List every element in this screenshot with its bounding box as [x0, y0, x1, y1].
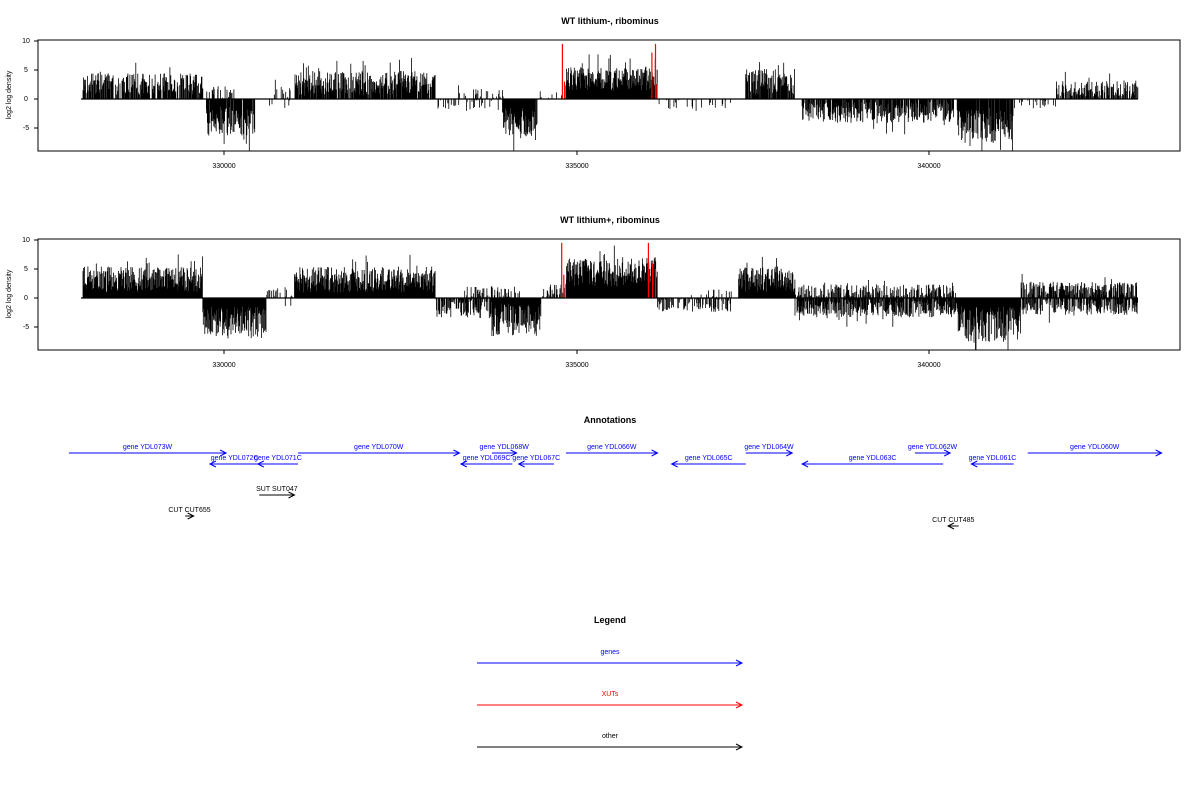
- arrowhead-icon: [453, 449, 461, 457]
- gene-label: gene YDL073W: [123, 444, 173, 451]
- gene-label: gene YDL067C: [512, 455, 560, 462]
- panel-title: WT lithium-, ribominus: [561, 16, 659, 26]
- other-feature: CUT CUT485: [932, 517, 975, 530]
- density-bar-series: [82, 54, 1139, 152]
- x-tick-label: 340000: [917, 362, 940, 369]
- gene-feature: gene YDL073W: [68, 444, 228, 457]
- gene-feature: gene YDL069C: [459, 455, 513, 468]
- arrowhead-icon: [735, 701, 744, 709]
- y-tick-label: 5: [24, 266, 28, 273]
- x-tick-label: 335000: [565, 163, 588, 170]
- plot-frame: [37, 39, 1181, 152]
- density-bars: [82, 242, 1138, 351]
- arrowhead-icon: [1155, 449, 1163, 457]
- y-tick-label: -5: [23, 125, 29, 132]
- gene-feature: gene YDL060W: [1027, 444, 1163, 457]
- other-label: CUT CUT485: [932, 517, 974, 524]
- arrowhead-icon: [256, 460, 265, 468]
- gene-feature: gene YDL062W: [908, 444, 958, 457]
- arrowhead-icon: [510, 449, 518, 457]
- arrowhead-icon: [670, 460, 678, 468]
- legend-item: genes: [477, 649, 744, 667]
- gene-feature: gene YDL064W: [744, 444, 794, 457]
- gene-label: gene YDL072C: [211, 455, 259, 462]
- gene-label: gene YDL060W: [1070, 444, 1120, 451]
- gene-feature: gene YDL068W: [480, 444, 530, 457]
- gene-feature: gene YDL063C: [800, 455, 944, 468]
- gene-label: gene YDL062W: [908, 444, 958, 451]
- y-axis-label: log2 log density: [6, 269, 13, 318]
- x-tick-label: 330000: [212, 163, 235, 170]
- legend-label: genes: [600, 649, 620, 656]
- legend: Legend genes XUTs other: [477, 615, 744, 751]
- y-tick-label: 0: [24, 295, 28, 302]
- y-tick-label: -5: [23, 324, 29, 331]
- arrowhead-icon: [517, 460, 525, 468]
- arrowhead-icon: [187, 512, 195, 520]
- legend-title: Legend: [594, 615, 626, 625]
- other-label: CUT CUT655: [168, 507, 210, 514]
- x-tick-label: 340000: [917, 163, 940, 170]
- track-panel-lithium-plus: WT lithium+, ribominus log2 log density …: [6, 215, 1181, 369]
- arrowhead-icon: [735, 659, 744, 667]
- x-tick-label: 330000: [212, 362, 235, 369]
- x-tick-label: 335000: [565, 362, 588, 369]
- density-bars: [82, 43, 1139, 152]
- gene-label: gene YDL063C: [849, 455, 897, 462]
- y-tick-label: 5: [24, 67, 28, 74]
- gene-label: gene YDL071C: [254, 455, 302, 462]
- arrowhead-icon: [735, 743, 744, 751]
- gene-feature: gene YDL070W: [298, 444, 461, 457]
- legend-items: genes XUTs other: [477, 649, 744, 751]
- annotations-title: Annotations: [584, 415, 637, 425]
- legend-label: other: [602, 733, 619, 740]
- y-axis: 10 5 0 -5: [22, 237, 38, 331]
- arrowhead-icon: [786, 449, 794, 457]
- gene-feature: gene YDL072C: [208, 455, 260, 468]
- gene-feature: gene YDL065C: [670, 455, 746, 468]
- gene-feature: gene YDL061C: [969, 455, 1017, 468]
- legend-label: XUTs: [602, 691, 619, 698]
- panel-title: WT lithium+, ribominus: [560, 215, 660, 225]
- arrowhead-icon: [651, 449, 659, 457]
- gene-label: gene YDL064W: [744, 444, 794, 451]
- legend-item: XUTs: [477, 691, 744, 709]
- plot-frame: [37, 238, 1181, 351]
- arrowhead-icon: [459, 460, 468, 468]
- gene-feature: gene YDL067C: [512, 455, 560, 468]
- y-tick-label: 0: [24, 96, 28, 103]
- arrowhead-icon: [970, 460, 978, 468]
- track-panel-lithium-minus: WT lithium-, ribominus log2 log density …: [6, 16, 1181, 170]
- gene-label: gene YDL069C: [463, 455, 511, 462]
- arrowhead-icon: [943, 449, 952, 457]
- gene-label: gene YDL068W: [480, 444, 530, 451]
- gene-label: gene YDL066W: [587, 444, 637, 451]
- y-tick-label: 10: [22, 237, 30, 244]
- y-axis-label: log2 log density: [6, 70, 13, 119]
- x-axis: 330000 335000 340000: [212, 151, 941, 170]
- arrowhead-icon: [288, 491, 296, 499]
- other-label: SUT SUT047: [256, 486, 298, 493]
- gene-label: gene YDL070W: [354, 444, 404, 451]
- gene-feature: gene YDL066W: [565, 444, 659, 457]
- gene-feature: gene YDL071C: [254, 455, 302, 468]
- arrowhead-icon: [219, 449, 228, 457]
- x-axis: 330000 335000 340000: [212, 350, 941, 369]
- other-feature: CUT CUT655: [168, 507, 211, 520]
- gene-label: gene YDL065C: [685, 455, 733, 462]
- gene-label: gene YDL061C: [969, 455, 1017, 462]
- y-tick-label: 10: [22, 38, 30, 45]
- arrowhead-icon: [208, 460, 217, 468]
- arrowhead-icon: [946, 522, 955, 530]
- other-feature: SUT SUT047: [256, 486, 298, 499]
- density-bar-series: [82, 245, 1138, 351]
- arrowhead-icon: [800, 460, 809, 468]
- y-axis: 10 5 0 -5: [22, 38, 38, 132]
- legend-item: other: [477, 733, 744, 751]
